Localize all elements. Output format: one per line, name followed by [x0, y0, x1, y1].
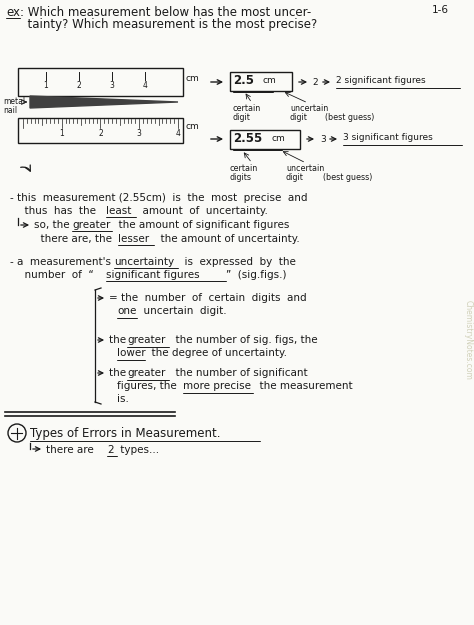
Text: the degree of uncertainty.: the degree of uncertainty.: [145, 348, 287, 358]
Text: cm: cm: [186, 74, 200, 83]
Bar: [230, 72, 292, 91]
Text: - a  measurement's: - a measurement's: [10, 257, 114, 267]
Text: Types of Errors in Measurement.: Types of Errors in Measurement.: [30, 427, 220, 440]
Text: the measurement: the measurement: [253, 381, 353, 391]
Text: (best guess): (best guess): [323, 173, 373, 182]
Text: 2 significant figures: 2 significant figures: [336, 76, 426, 85]
Text: the amount of uncertainty.: the amount of uncertainty.: [154, 234, 300, 244]
Text: uncertain: uncertain: [290, 104, 328, 113]
Text: figures, the: figures, the: [117, 381, 180, 391]
Text: 4: 4: [175, 129, 181, 138]
Text: (best guess): (best guess): [325, 113, 374, 122]
Text: thus  has  the: thus has the: [18, 206, 99, 216]
Text: : Which measurement below has the most uncer-: : Which measurement below has the most u…: [20, 6, 311, 19]
Text: ”  (sig.figs.): ” (sig.figs.): [226, 270, 286, 280]
Polygon shape: [30, 96, 178, 108]
Text: ChemistryNotes.com: ChemistryNotes.com: [464, 300, 473, 380]
Text: 2: 2: [77, 81, 82, 90]
Bar: [230, 130, 300, 149]
Text: 1: 1: [59, 129, 64, 138]
Text: least: least: [106, 206, 131, 216]
Text: digit: digit: [290, 113, 308, 122]
Text: certain: certain: [230, 164, 258, 173]
Text: 1: 1: [44, 81, 48, 90]
Text: certain: certain: [233, 104, 261, 113]
Text: cm: cm: [272, 134, 286, 143]
Text: the number of sig. figs, the: the number of sig. figs, the: [169, 335, 318, 345]
Text: metal: metal: [3, 97, 25, 106]
Text: the number of significant: the number of significant: [169, 368, 308, 378]
Text: greater: greater: [127, 368, 165, 378]
Text: there are: there are: [46, 445, 97, 455]
Text: is  expressed  by  the: is expressed by the: [178, 257, 296, 267]
Text: 2.55: 2.55: [233, 132, 262, 145]
Text: = the  number  of  certain  digits  and: = the number of certain digits and: [109, 293, 307, 303]
Text: 2: 2: [312, 78, 318, 87]
Text: tainty? Which measurement is the most precise?: tainty? Which measurement is the most pr…: [20, 18, 317, 31]
Text: types...: types...: [117, 445, 159, 455]
Text: more precise: more precise: [183, 381, 251, 391]
Text: cm: cm: [186, 122, 200, 131]
Text: the: the: [109, 335, 129, 345]
Text: 3: 3: [320, 135, 326, 144]
Text: uncertain  digit.: uncertain digit.: [137, 306, 227, 316]
Text: uncertainty: uncertainty: [114, 257, 174, 267]
Text: one: one: [117, 306, 137, 316]
Text: digits: digits: [230, 173, 252, 182]
Text: amount  of  uncertainty.: amount of uncertainty.: [136, 206, 268, 216]
Text: there are, the: there are, the: [34, 234, 115, 244]
Text: 2: 2: [107, 445, 114, 455]
Text: 2.5: 2.5: [233, 74, 254, 87]
Text: ex: ex: [6, 6, 20, 19]
Text: significant figures: significant figures: [106, 270, 200, 280]
Text: 3: 3: [109, 81, 114, 90]
Bar: [18, 68, 183, 96]
Text: the: the: [109, 368, 129, 378]
Text: so, the: so, the: [34, 220, 73, 230]
Text: nail: nail: [3, 106, 17, 115]
Text: - this  measurement (2.55cm)  is  the  most  precise  and: - this measurement (2.55cm) is the most …: [10, 193, 308, 203]
Text: number  of  “: number of “: [18, 270, 94, 280]
Text: 4: 4: [143, 81, 147, 90]
Text: lesser: lesser: [118, 234, 149, 244]
Text: 3: 3: [137, 129, 142, 138]
Text: is.: is.: [117, 394, 129, 404]
Text: greater: greater: [72, 220, 110, 230]
Text: digit: digit: [286, 173, 304, 182]
Text: 3 significant figures: 3 significant figures: [343, 133, 433, 142]
Text: the amount of significant figures: the amount of significant figures: [112, 220, 289, 230]
Text: uncertain: uncertain: [286, 164, 324, 173]
Text: 2: 2: [98, 129, 103, 138]
Bar: [18, 118, 183, 143]
Text: cm: cm: [263, 76, 277, 85]
Text: lower: lower: [117, 348, 146, 358]
Text: 1-6: 1-6: [432, 5, 449, 15]
Text: greater: greater: [127, 335, 165, 345]
Text: digit: digit: [233, 113, 251, 122]
